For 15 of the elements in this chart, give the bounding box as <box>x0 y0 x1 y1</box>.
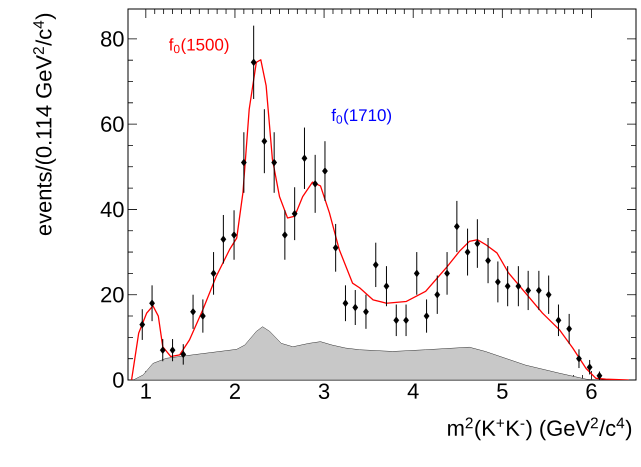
x-tick-label: 3 <box>318 384 330 400</box>
y-tick-label: 0 <box>113 372 124 388</box>
y-axis-title: events/(0.114 GeV$^{2}$/c$^{4}$) <box>33 14 56 236</box>
x-tick-label: 6 <box>586 384 597 400</box>
y-tick-label: 80 <box>101 31 124 47</box>
text: m$^{2}$(K$^{+}$K$^{-}$) (GeV$^{2}$/c$^{4}$) <box>448 418 632 440</box>
x-tick-label: 5 <box>497 384 508 399</box>
x-tick-label: 1 <box>141 384 151 399</box>
annotation: f$_{0}$(1500) <box>168 38 228 54</box>
annotation: f$_{0}$(1710) <box>332 108 392 124</box>
x-tick-label: 4 <box>408 384 419 399</box>
y-tick-label: 20 <box>101 286 124 302</box>
y-tick-label: 60 <box>101 116 124 132</box>
x-tick-label: 2 <box>230 384 240 399</box>
y-tick-label: 40 <box>100 202 124 218</box>
